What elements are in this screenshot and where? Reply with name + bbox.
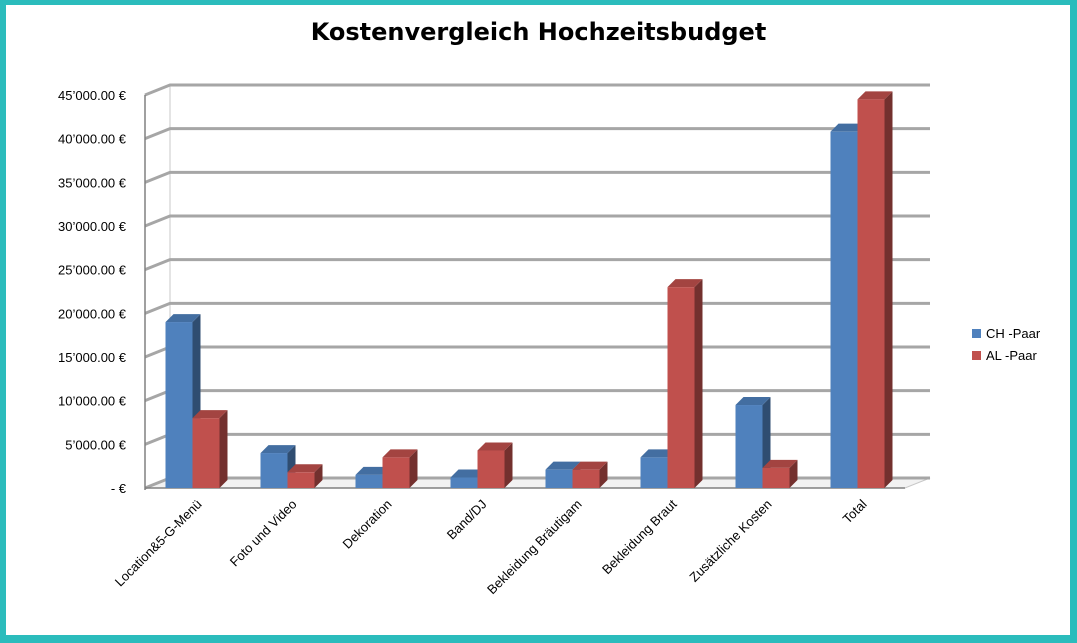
y-tick-label: 10’000.00 € (58, 394, 127, 409)
x-tick-label: Band/DJ (444, 497, 490, 543)
gridline (144, 214, 930, 228)
bar-al (382, 449, 418, 488)
y-tick-label: 40’000.00 € (58, 132, 127, 147)
y-tick-label: 30’000.00 € (58, 219, 127, 234)
x-tick-label: Foto und Video (227, 497, 300, 570)
bar-al (762, 459, 798, 488)
gridline (144, 389, 930, 403)
legend-label-al: AL -Paar (986, 347, 1037, 363)
legend-label-ch: CH -Paar (986, 325, 1041, 341)
legend-item-al: AL -Paar (972, 344, 1040, 366)
y-tick-label: - € (111, 481, 127, 496)
bar-al (477, 442, 513, 488)
gridline (144, 301, 930, 315)
x-tick-label: Bekleidung Braut (599, 496, 680, 577)
y-tick-label: 45’000.00 € (58, 88, 127, 103)
x-tick-label: Bekleidung Bräutigam (484, 497, 585, 598)
y-tick-label: 5’000.00 € (65, 437, 126, 452)
gridline (144, 170, 930, 184)
x-tick-label: Dekoration (340, 497, 395, 552)
x-tick-label: Total (840, 496, 870, 526)
x-tick-label: Zusätzliche Kosten (686, 497, 774, 585)
legend-swatch-al (972, 350, 981, 360)
gridline (144, 345, 930, 359)
x-tick-label: Location&5-G-Menü (112, 497, 205, 590)
bar-al (857, 91, 893, 488)
y-tick-label: 15’000.00 € (58, 350, 127, 365)
bar-al (287, 464, 323, 488)
chart-title: Kostenvergleich Hochzeitsbudget (310, 18, 767, 46)
y-tick-label: 25’000.00 € (58, 263, 127, 278)
bar-ch (735, 397, 771, 488)
gridline (144, 432, 930, 446)
legend-swatch-ch (972, 328, 981, 338)
bar-ch (260, 445, 296, 488)
gridline (144, 127, 930, 141)
y-tick-label: 20’000.00 € (58, 306, 127, 321)
y-tick-label: 35’000.00 € (58, 175, 127, 190)
legend-item-ch: CH -Paar (972, 322, 1040, 344)
bar-al (667, 279, 703, 488)
gridline (144, 258, 930, 272)
gridline (144, 83, 930, 97)
bar-al (572, 461, 608, 488)
chart-legend: CH -Paar AL -Paar (972, 322, 1040, 366)
bar-al (192, 410, 228, 488)
